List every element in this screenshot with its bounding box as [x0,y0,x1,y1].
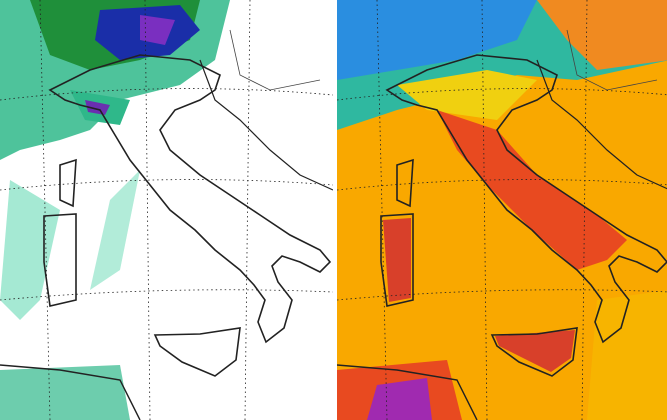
precipitation-map [0,0,333,420]
temperature-map [337,0,667,420]
